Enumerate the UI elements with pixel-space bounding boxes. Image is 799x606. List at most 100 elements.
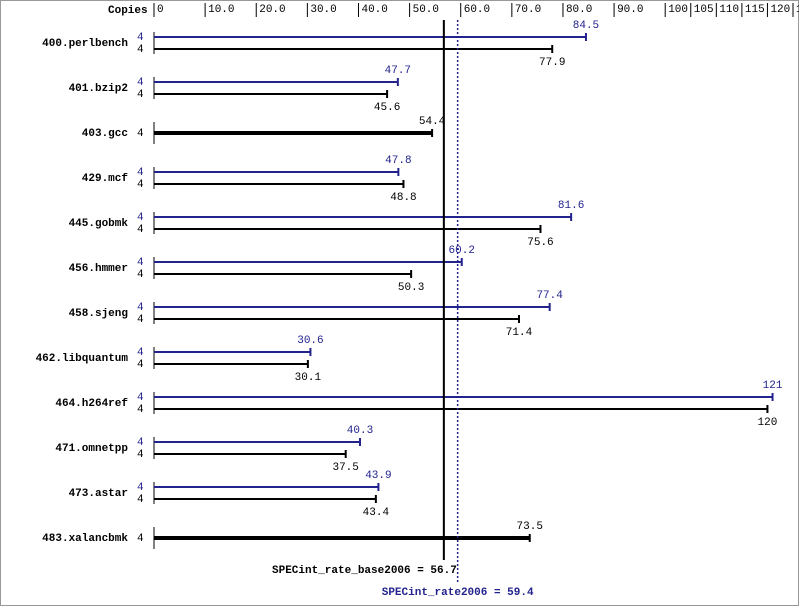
copies-header: Copies xyxy=(108,5,148,17)
value-label: 48.8 xyxy=(390,192,416,204)
bar xyxy=(154,486,379,488)
bar xyxy=(154,183,404,185)
copies-label: 4 xyxy=(137,437,144,449)
copies-label: 4 xyxy=(137,494,144,506)
category-label: 400.perlbench xyxy=(42,38,128,50)
x-tick-label: 105 xyxy=(694,4,714,16)
value-label: 71.4 xyxy=(506,327,533,339)
bar xyxy=(154,131,433,135)
copies-label: 4 xyxy=(137,269,144,281)
copies-label: 4 xyxy=(137,302,144,314)
copies-label: 4 xyxy=(137,359,144,371)
bar xyxy=(154,228,541,230)
x-tick-label: 0 xyxy=(157,4,164,16)
value-label: 47.8 xyxy=(385,155,411,167)
copies-label: 4 xyxy=(137,449,144,461)
value-label: 54.4 xyxy=(419,116,446,128)
value-label: 47.7 xyxy=(385,65,411,77)
x-tick-label: 125 xyxy=(796,4,799,16)
category-label: 458.sjeng xyxy=(69,308,128,320)
category-label: 464.h264ref xyxy=(55,398,128,410)
value-label: 121 xyxy=(763,380,783,392)
bar xyxy=(154,351,311,353)
value-label: 40.3 xyxy=(347,425,373,437)
value-label: 43.9 xyxy=(365,470,391,482)
x-tick-label: 20.0 xyxy=(259,4,285,16)
value-label: 84.5 xyxy=(573,20,599,32)
bar xyxy=(154,36,586,38)
copies-label: 4 xyxy=(137,347,144,359)
category-label: 462.libquantum xyxy=(36,353,129,365)
copies-label: 4 xyxy=(137,392,144,404)
bar xyxy=(154,536,530,540)
copies-label: 4 xyxy=(137,533,144,545)
value-label: 77.4 xyxy=(536,290,563,302)
value-label: 75.6 xyxy=(527,237,553,249)
bar xyxy=(154,171,399,173)
bar xyxy=(154,216,572,218)
bar xyxy=(154,261,462,263)
bar xyxy=(154,363,308,365)
bar xyxy=(154,441,361,443)
bar xyxy=(154,318,519,320)
category-label: 473.astar xyxy=(69,488,128,500)
x-tick-label: 120 xyxy=(770,4,790,16)
bar xyxy=(154,498,376,500)
value-label: 73.5 xyxy=(517,521,543,533)
copies-label: 4 xyxy=(137,32,144,44)
copies-label: 4 xyxy=(137,224,144,236)
value-label: 30.6 xyxy=(297,335,323,347)
copies-label: 4 xyxy=(137,44,144,56)
value-label: 81.6 xyxy=(558,200,584,212)
x-tick-label: 115 xyxy=(745,4,765,16)
category-label: 429.mcf xyxy=(82,173,129,185)
x-tick-label: 60.0 xyxy=(464,4,490,16)
x-tick-label: 10.0 xyxy=(208,4,234,16)
x-tick-label: 80.0 xyxy=(566,4,592,16)
category-label: 471.omnetpp xyxy=(55,443,128,455)
bar xyxy=(154,396,773,398)
category-label: 445.gobmk xyxy=(69,218,129,230)
x-tick-label: 30.0 xyxy=(310,4,336,16)
x-tick-label: 40.0 xyxy=(361,4,387,16)
copies-label: 4 xyxy=(137,314,144,326)
copies-label: 4 xyxy=(137,212,144,224)
bar xyxy=(154,306,550,308)
copies-label: 4 xyxy=(137,167,144,179)
category-label: 403.gcc xyxy=(82,128,128,140)
copies-label: 4 xyxy=(137,179,144,191)
category-label: 483.xalancbmk xyxy=(42,533,128,545)
reference-label: SPECint_rate_base2006 = 56.7 xyxy=(272,565,457,577)
x-tick-label: 70.0 xyxy=(515,4,541,16)
x-tick-label: 50.0 xyxy=(413,4,439,16)
category-label: 401.bzip2 xyxy=(69,83,128,95)
bar xyxy=(154,273,412,275)
value-label: 50.3 xyxy=(398,282,424,294)
value-label: 60.2 xyxy=(449,245,475,257)
bar xyxy=(154,408,768,410)
x-tick-label: 90.0 xyxy=(617,4,643,16)
category-label: 456.hmmer xyxy=(69,263,128,275)
bar xyxy=(154,81,398,83)
value-label: 37.5 xyxy=(332,462,358,474)
copies-label: 4 xyxy=(137,404,144,416)
value-label: 43.4 xyxy=(363,507,390,519)
copies-label: 4 xyxy=(137,89,144,101)
bar xyxy=(154,93,388,95)
copies-label: 4 xyxy=(137,482,144,494)
copies-label: 4 xyxy=(137,257,144,269)
x-tick-label: 100 xyxy=(668,4,688,16)
reference-label: SPECint_rate2006 = 59.4 xyxy=(382,587,534,599)
value-label: 45.6 xyxy=(374,102,400,114)
x-tick-label: 110 xyxy=(719,4,739,16)
copies-label: 4 xyxy=(137,77,144,89)
copies-label: 4 xyxy=(137,128,144,140)
bar xyxy=(154,48,553,50)
bar xyxy=(154,453,346,455)
value-label: 77.9 xyxy=(539,57,565,69)
value-label: 120 xyxy=(758,417,778,429)
value-label: 30.1 xyxy=(295,372,322,384)
